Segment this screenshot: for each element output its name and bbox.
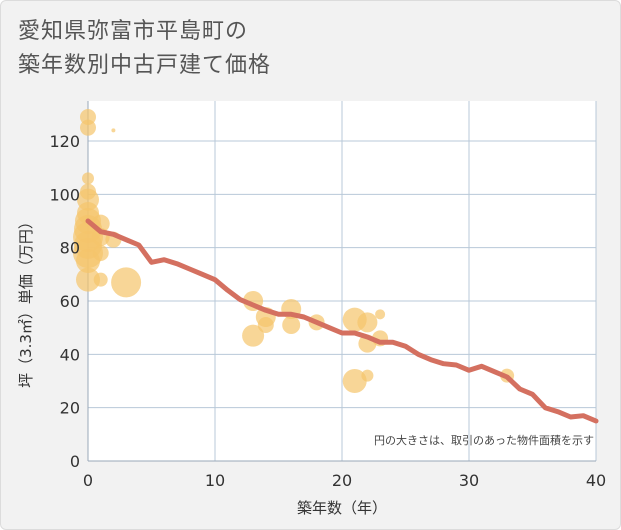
bubble-size-note: 円の大きさは、取引のあった物件面積を示す <box>374 433 594 447</box>
data-bubble <box>93 245 109 261</box>
y-tick-label: 40 <box>60 345 80 364</box>
data-bubble <box>282 316 300 334</box>
y-tick-label: 100 <box>49 185 80 204</box>
chart-svg: 0 20 40 60 80 100 120 0 10 20 30 40 円の大きさは、取引のあった物… <box>1 1 620 529</box>
x-tick-label: 30 <box>459 471 479 490</box>
y-axis-ticks: 0 20 40 60 80 100 120 <box>49 132 80 471</box>
data-bubble <box>111 128 115 132</box>
data-bubble <box>80 120 96 136</box>
chart-card: 愛知県弥富市平島町の 築年数別中古戸建て価格 0 20 40 60 80 100 120 0… <box>0 0 621 530</box>
data-bubble <box>357 312 377 332</box>
y-tick-label: 80 <box>60 239 80 258</box>
x-tick-label: 10 <box>205 471 225 490</box>
y-tick-label: 120 <box>49 132 80 151</box>
x-axis-label: 築年数（年） <box>297 499 387 517</box>
x-tick-label: 20 <box>332 471 352 490</box>
data-bubble <box>375 309 385 319</box>
x-tick-label: 0 <box>83 471 93 490</box>
data-bubble <box>258 317 274 333</box>
y-tick-label: 20 <box>60 399 80 418</box>
x-tick-label: 40 <box>586 471 606 490</box>
data-bubble <box>94 273 108 287</box>
data-bubble <box>361 370 373 382</box>
y-axis-label: 坪（3.3㎡）単価（万円） <box>17 214 35 388</box>
y-tick-label: 60 <box>60 292 80 311</box>
data-bubble <box>111 267 141 297</box>
x-axis-ticks: 0 10 20 30 40 <box>83 471 606 490</box>
data-bubble <box>82 172 94 184</box>
y-tick-label: 0 <box>70 452 80 471</box>
